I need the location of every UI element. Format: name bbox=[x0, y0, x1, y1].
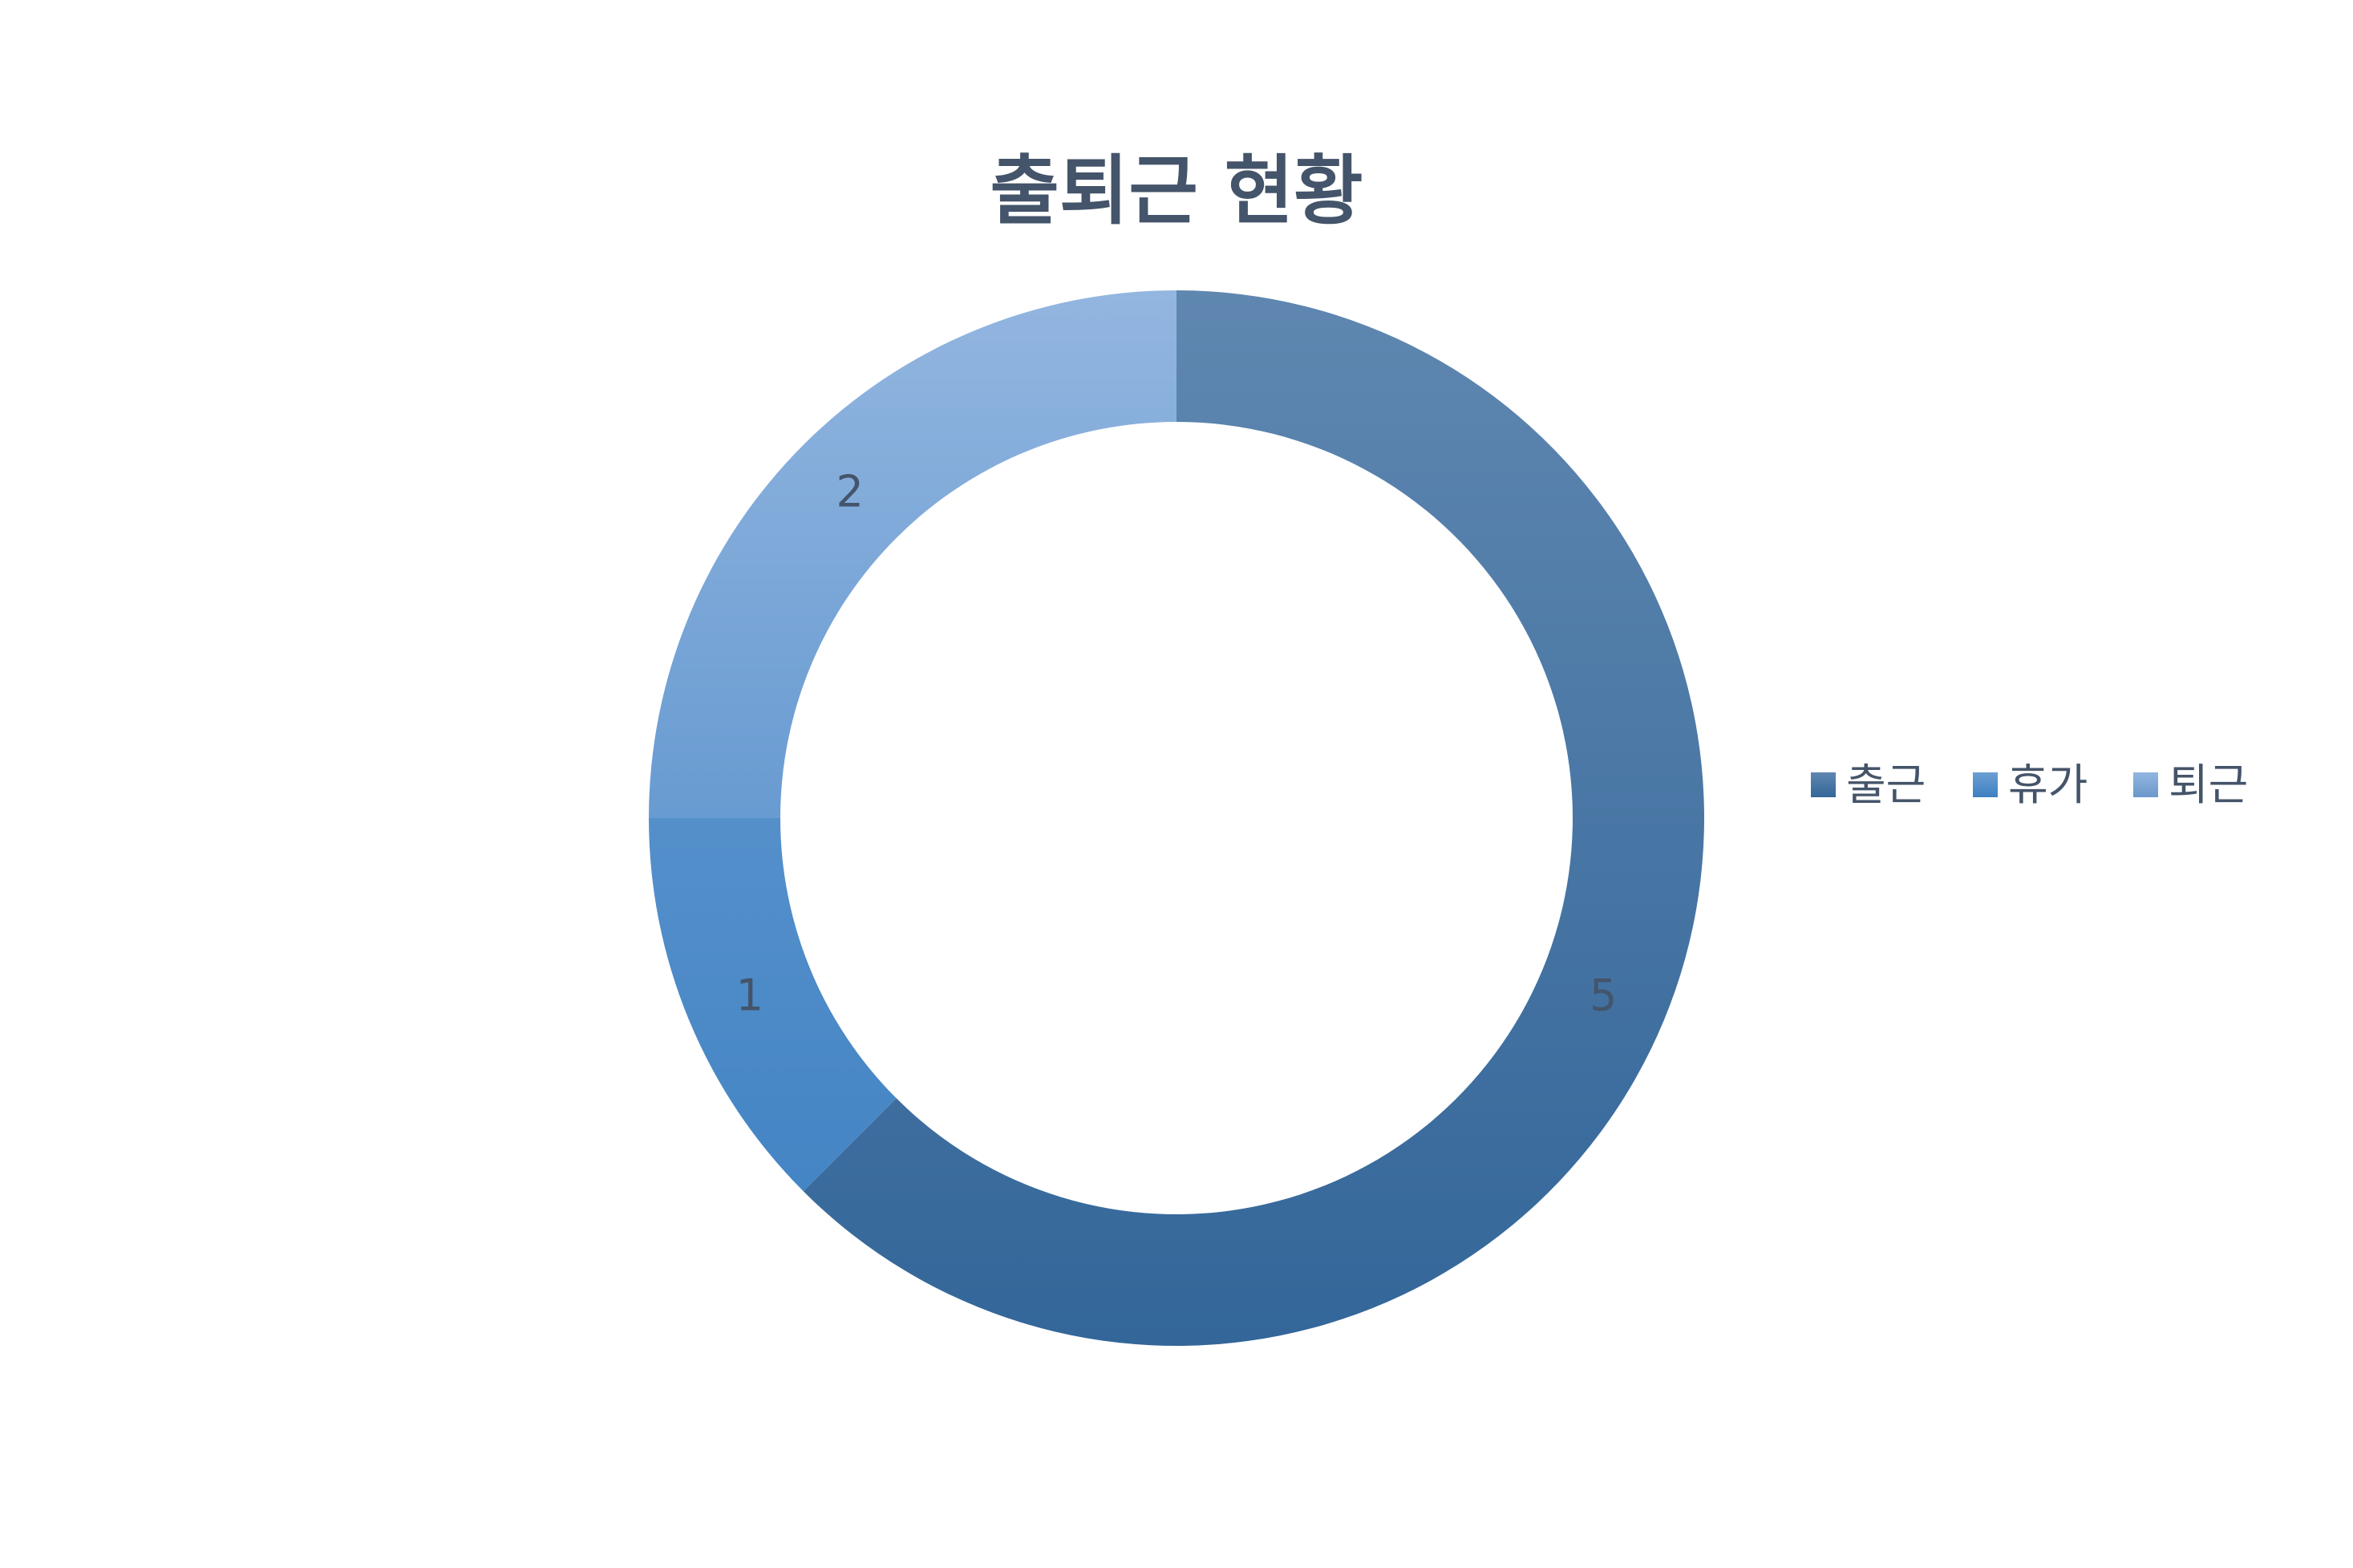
chart-title: 출퇴근 현황 bbox=[990, 148, 1363, 235]
legend-swatch-2 bbox=[2133, 772, 2158, 797]
legend-item-2: 퇴근 bbox=[2133, 760, 2248, 810]
slice-1 bbox=[649, 818, 897, 1192]
slice-2 bbox=[649, 290, 1176, 818]
slice-0 bbox=[803, 290, 1705, 1347]
legend-item-1: 휴가 bbox=[1973, 760, 2088, 810]
data-label-2: 2 bbox=[836, 467, 864, 517]
legend-swatch-1 bbox=[1973, 772, 1998, 797]
legend-item-0: 출근 bbox=[1811, 760, 1926, 810]
data-label-0: 5 bbox=[1590, 970, 1617, 1020]
data-label-1: 1 bbox=[736, 970, 763, 1020]
doughnut-slices bbox=[649, 290, 1705, 1347]
legend-label-2: 퇴근 bbox=[2169, 760, 2248, 810]
legend-label-1: 휴가 bbox=[2008, 760, 2088, 810]
legend-label-0: 출근 bbox=[1846, 760, 1926, 810]
data-labels: 5 1 2 bbox=[736, 467, 1618, 1021]
legend: 출근 휴가 퇴근 bbox=[1811, 760, 2248, 810]
legend-swatch-0 bbox=[1811, 772, 1836, 797]
